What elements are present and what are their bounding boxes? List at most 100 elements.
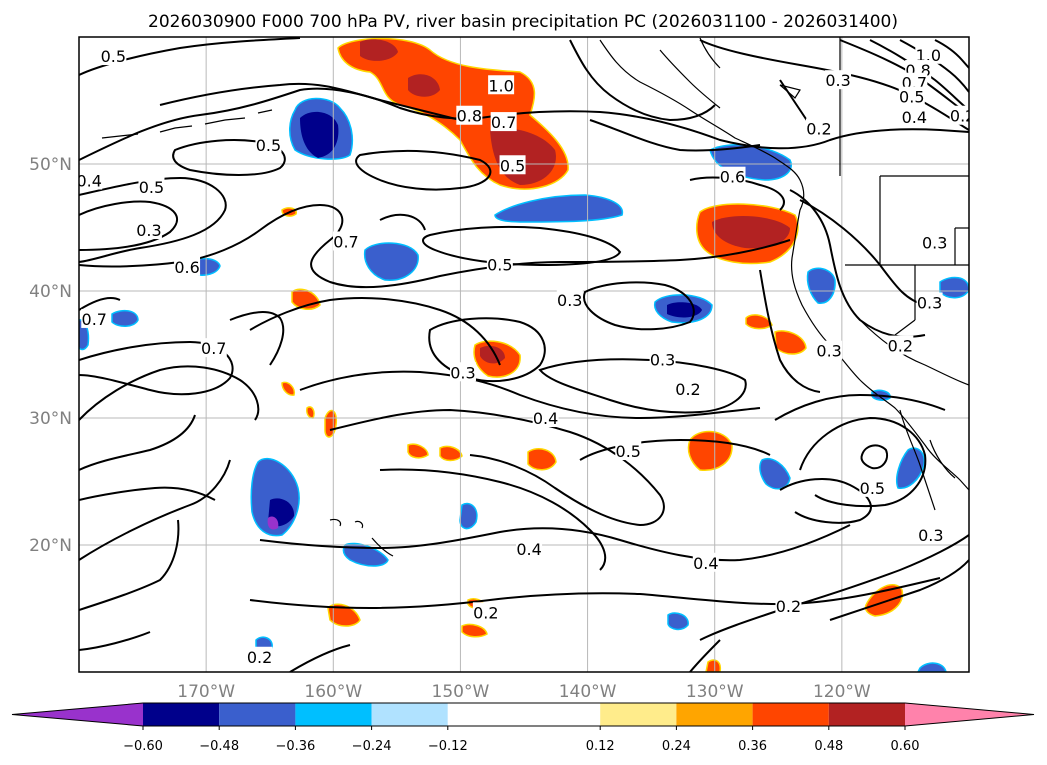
colorbar-tick-label: −0.24	[352, 739, 392, 754]
contour-label-background	[692, 552, 719, 572]
pv-contour-label: 0.2	[888, 337, 913, 356]
contour-label-background	[921, 232, 948, 252]
pv-contour-label: 0.3	[918, 526, 943, 545]
pv-contour-label: 0.8	[457, 107, 482, 126]
contour-label-background	[135, 220, 162, 240]
colorbar-tick-label: −0.12	[428, 739, 468, 754]
longitude-tick-label: 120°W	[813, 682, 871, 702]
pv-contour-label: 0.3	[825, 71, 850, 90]
latitude-tick-label: 20°N	[29, 536, 72, 556]
longitude-tick-label: 140°W	[559, 682, 617, 702]
coastlines	[101, 37, 969, 557]
latitude-tick-label: 40°N	[29, 282, 72, 302]
pv-contour-label: 0.5	[101, 47, 126, 66]
latitude-tick-label: 30°N	[29, 409, 72, 429]
pv-contour-label: 0.5	[256, 136, 281, 155]
colorbar-segment	[219, 703, 296, 726]
latitude-tick-labels: 20°N 30°N 40°N 50°N	[29, 155, 72, 556]
colorbar-tick-label: −0.36	[275, 739, 315, 754]
pv-contour-label: 0.4	[693, 554, 718, 573]
contour-label-background	[79, 170, 103, 190]
contour-label-background	[898, 86, 925, 106]
pv-contour-label: 0.5	[899, 88, 924, 107]
pv-contour-label: 0.3	[816, 342, 841, 361]
pv-contour-label: 0.2	[675, 380, 700, 399]
pv-contour-label: 0.3	[450, 363, 475, 382]
contour-label-background	[100, 46, 127, 66]
pv-contour-label: 0.3	[917, 293, 942, 312]
contour-label-background	[917, 524, 944, 544]
pv-contour-label: 0.3	[557, 291, 582, 310]
map-area: 0.51.00.8 0.70.50.50.4 0.50.30.70.6 0.50.70…	[79, 37, 975, 672]
figure-title: 2026030900 F000 700 hPa PV, river basin …	[148, 12, 898, 32]
contour-label-background	[649, 349, 676, 369]
pv-contour-label: 0.5	[487, 255, 512, 274]
pv-contour-label: 0.2	[473, 603, 498, 622]
contour-label-background	[805, 118, 832, 138]
contour-label-background	[916, 292, 943, 312]
map-frame	[78, 36, 970, 673]
pv-contour-label: 0.3	[136, 221, 161, 240]
colorbar-segment	[371, 703, 448, 726]
pv-contour-label: 0.5	[139, 178, 164, 197]
pv-contour-label: 0.6	[174, 258, 199, 277]
colorbar-max-extension	[905, 703, 1034, 726]
pv-contour-label: 0.5	[500, 156, 525, 175]
colorbar-tick-label: 0.48	[814, 739, 843, 754]
contour-label-background	[81, 308, 108, 328]
contour-label-background	[675, 378, 702, 398]
latitude-tick-label: 50°N	[29, 155, 72, 175]
contour-label-background	[486, 254, 513, 274]
contour-label-background	[499, 155, 526, 175]
longitude-tick-label: 130°W	[686, 682, 744, 702]
longitude-tick-label: 170°W	[177, 682, 235, 702]
colorbar-segment	[828, 703, 905, 726]
contour-label-background	[246, 646, 273, 666]
pv-contour-label: 0.4	[516, 540, 541, 559]
colorbar-segment	[143, 703, 220, 726]
contour-label-background	[915, 44, 942, 64]
contour-label-background	[556, 289, 583, 309]
contour-label-background	[816, 340, 843, 360]
colorbar: −0.60 −0.48 −0.36 −0.24 −0.12 0.12 0.24 0.36 0.4…	[11, 702, 1035, 754]
contour-label-background	[516, 538, 543, 558]
pv-contour-label: 0.5	[616, 442, 641, 461]
colorbar-tick-label: 0.36	[738, 739, 767, 754]
pv-contour-label: 0.4	[902, 108, 927, 127]
pv-contour-label: 1.0	[488, 76, 513, 95]
pv-contour-label: 0.2	[950, 107, 975, 126]
colorbar-segment	[752, 703, 829, 726]
pv-contour-label: 0.7	[333, 232, 358, 251]
pv-contour-label: 0.7	[491, 113, 516, 132]
contour-label-background	[887, 335, 914, 355]
longitude-tick-label: 160°W	[304, 682, 362, 702]
contour-label-background	[901, 107, 928, 127]
colorbar-segment	[676, 703, 753, 726]
longitude-tick-labels: 170°W 160°W 150°W 140°W 130°W 120°W	[177, 682, 871, 702]
contour-label-background	[449, 362, 476, 382]
pv-contour-label: 0.6	[720, 168, 745, 187]
contour-label-background	[775, 595, 802, 615]
contour-label-background	[333, 231, 359, 251]
contour-label-background	[719, 166, 746, 186]
contour-label-background	[490, 112, 517, 132]
longitude-tick-label: 150°W	[432, 682, 490, 702]
pv-contour-label: 0.5	[860, 479, 885, 498]
pv-contour-label: 0.3	[922, 234, 947, 253]
contour-label-background	[138, 176, 165, 196]
colorbar-min-extension	[12, 703, 143, 726]
pv-contour-label: 0.4	[533, 409, 558, 428]
precip-negative-regions	[79, 97, 969, 672]
colorbar-tick-label: −0.48	[199, 739, 239, 754]
contour-label-background	[174, 256, 201, 276]
contour-label-background	[472, 602, 499, 622]
colorbar-tick-label: 0.60	[891, 739, 920, 754]
contour-label-background	[825, 70, 852, 90]
contour-label-background	[488, 75, 515, 95]
colorbar-segment	[600, 703, 677, 726]
contour-label-background	[532, 408, 559, 427]
colorbar-segment	[295, 703, 372, 726]
colorbar-tick-label: 0.12	[586, 739, 615, 754]
pv-contour-label: 0.7	[201, 339, 226, 358]
